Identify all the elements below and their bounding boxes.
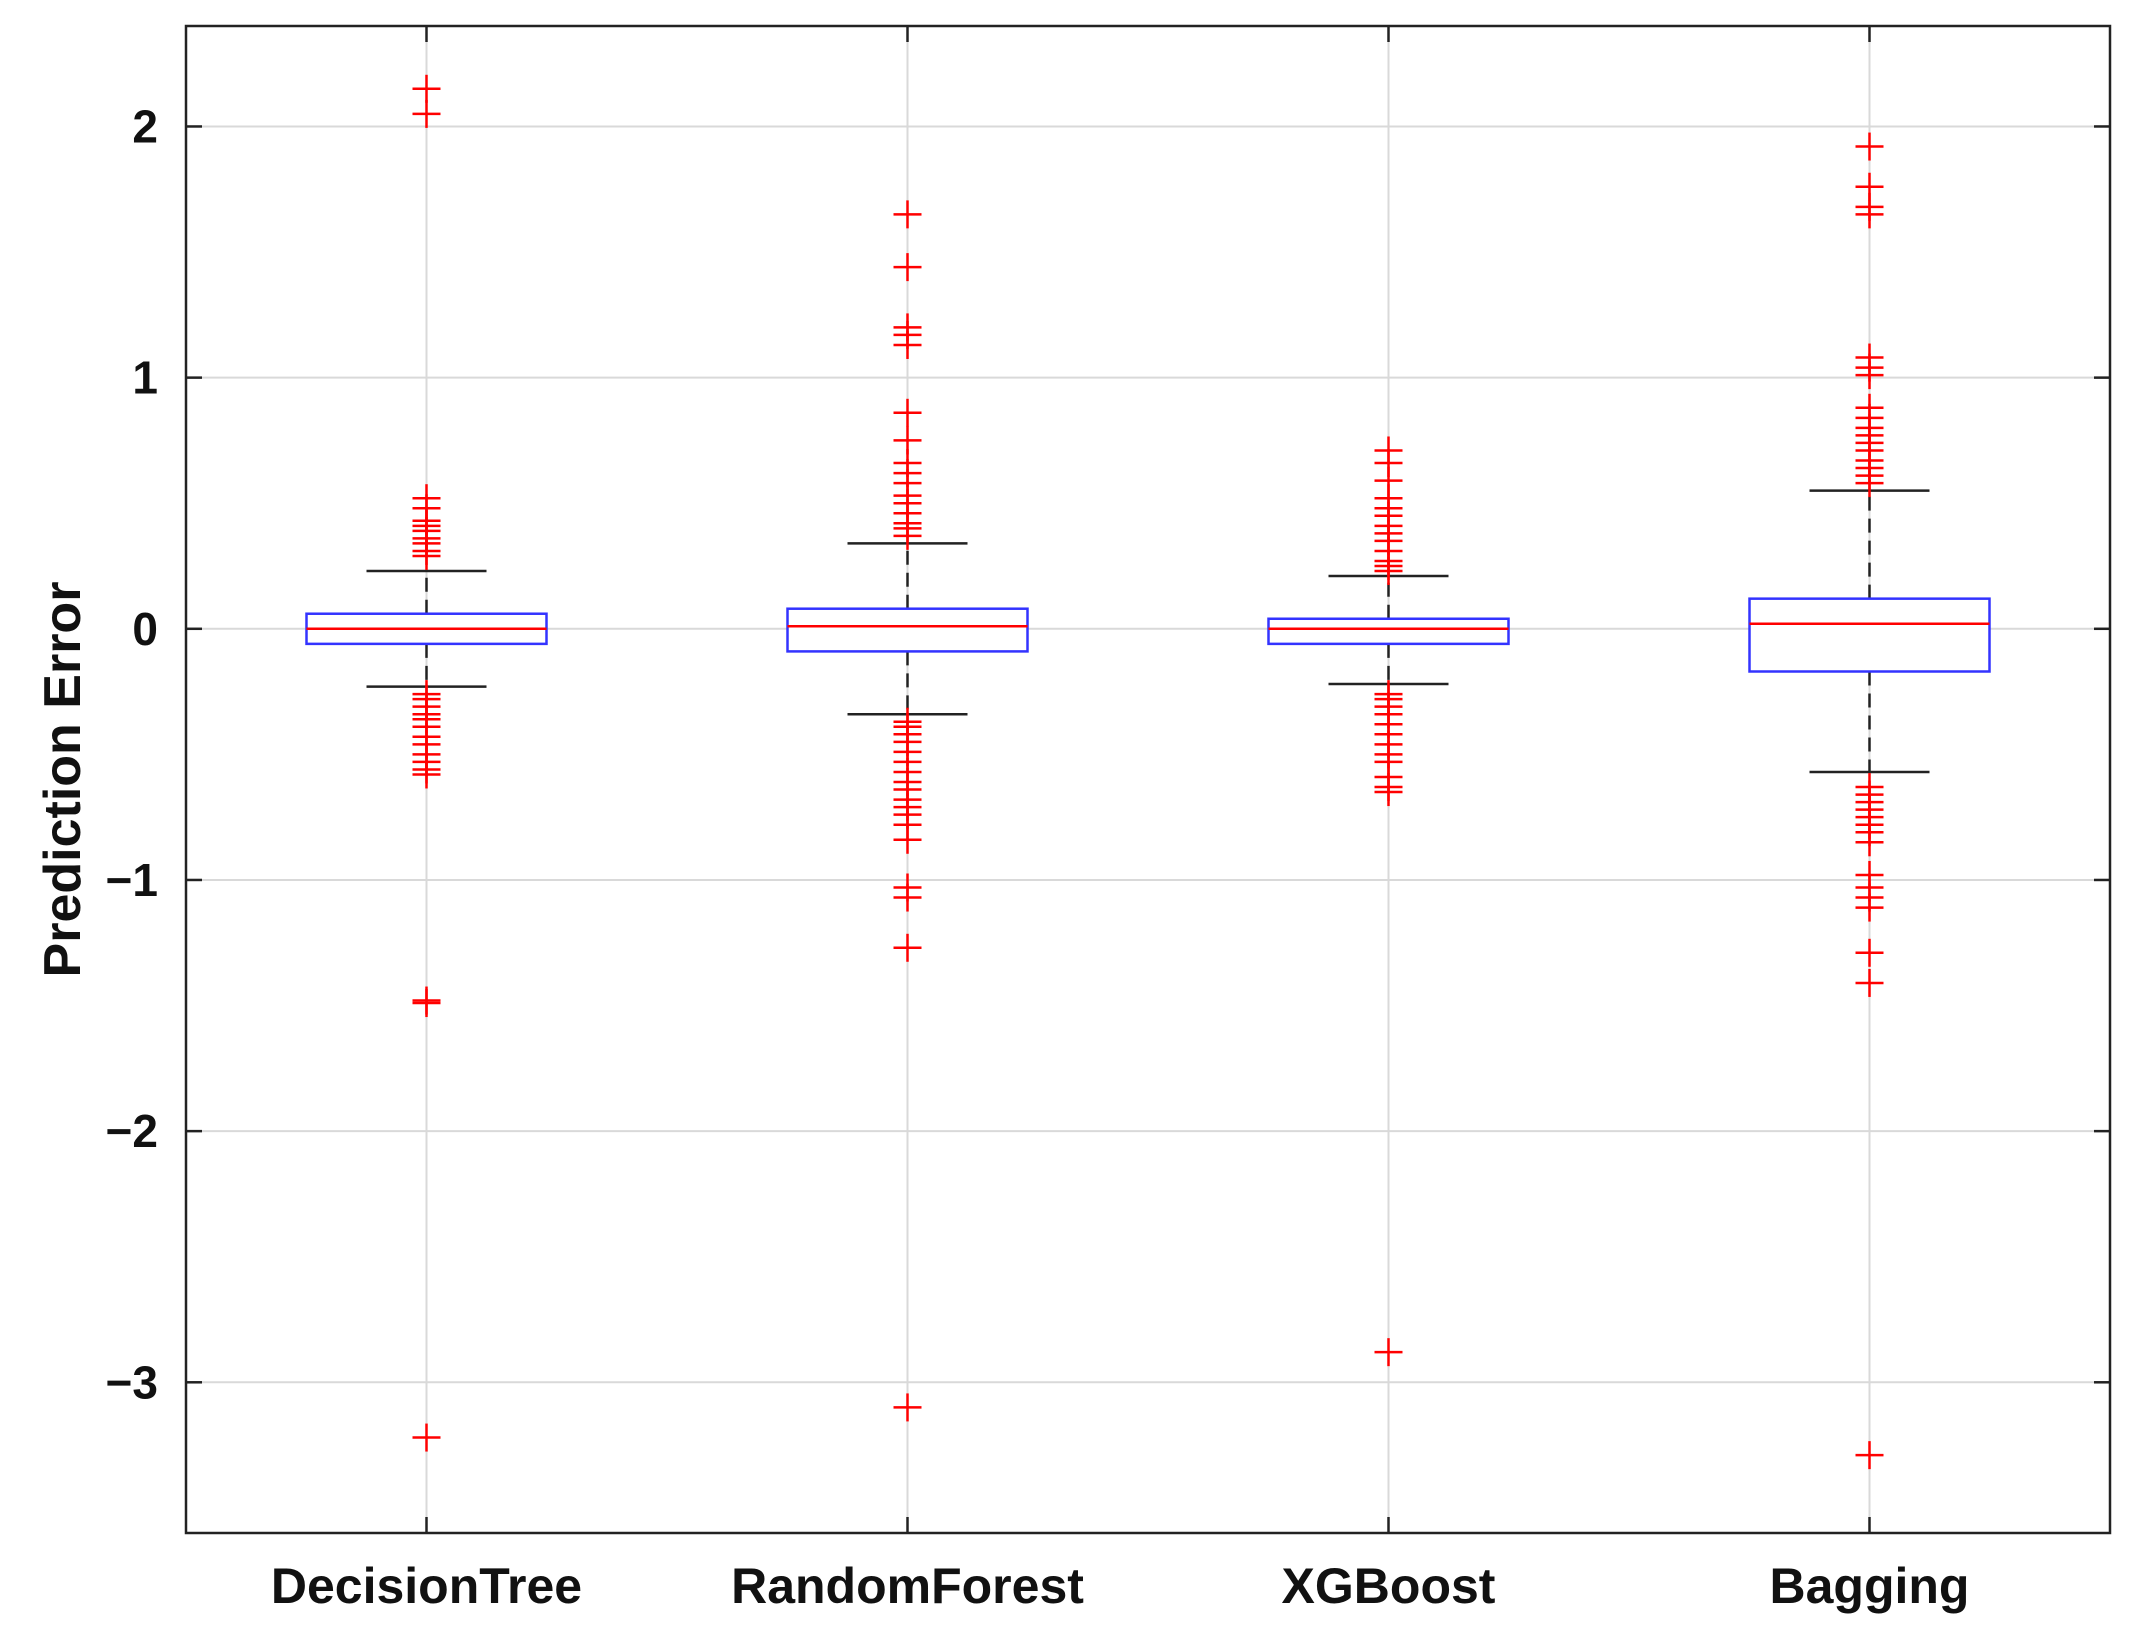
outlier-marker — [893, 883, 922, 912]
outlier-marker — [1855, 469, 1884, 498]
outlier-markers — [412, 74, 1884, 1470]
y-tick-label: 1 — [132, 352, 158, 404]
grid-lines — [186, 26, 2110, 1533]
outlier-marker — [1855, 938, 1884, 967]
outlier-marker — [412, 99, 441, 128]
y-tick-label: 0 — [132, 603, 158, 655]
outlier-marker — [1855, 828, 1884, 857]
box-bagging — [1748, 489, 1991, 774]
outlier-marker — [1855, 893, 1884, 922]
outlier-marker — [893, 933, 922, 962]
outlier-marker — [412, 74, 441, 103]
category-label: RandomForest — [731, 1558, 1084, 1614]
box-xgboost — [1267, 574, 1510, 686]
outlier-marker — [1855, 1441, 1884, 1470]
outlier-marker — [893, 521, 922, 550]
box-decisiontree — [305, 569, 548, 688]
outlier-marker — [893, 398, 922, 427]
box-series — [305, 489, 1991, 774]
iqr-box — [1748, 597, 1991, 673]
outlier-marker — [893, 825, 922, 854]
plot-frame — [184, 24, 2112, 1535]
category-label: Bagging — [1770, 1558, 1970, 1614]
y-tick-label: 2 — [132, 100, 158, 152]
y-tick-label: −2 — [106, 1105, 158, 1157]
outlier-marker — [1855, 200, 1884, 229]
outlier-marker — [893, 253, 922, 282]
outlier-marker — [1855, 132, 1884, 161]
iqr-box — [1267, 617, 1510, 646]
y-tick-label: −1 — [106, 854, 158, 906]
outlier-marker — [1374, 557, 1403, 586]
outlier-marker — [1855, 361, 1884, 390]
outlier-marker — [1855, 968, 1884, 997]
category-label: DecisionTree — [271, 1558, 582, 1614]
outlier-marker — [412, 760, 441, 789]
category-label: XGBoost — [1282, 1558, 1496, 1614]
outlier-marker — [893, 330, 922, 359]
outlier-marker — [412, 1423, 441, 1452]
outlier-marker — [893, 1393, 922, 1422]
axis-ticks: 2 1 0 −1 −2 −3 DecisionTree RandomForest XGBoost… — [106, 26, 2110, 1614]
outlier-marker — [1374, 778, 1403, 807]
iqr-box — [786, 607, 1029, 653]
box-randomforest — [786, 542, 1029, 716]
y-tick-label: −3 — [106, 1356, 158, 1408]
outlier-marker — [412, 989, 441, 1018]
outlier-marker — [893, 200, 922, 229]
y-axis-title: Prediction Error — [34, 582, 92, 978]
outlier-marker — [412, 541, 441, 570]
outlier-marker — [1374, 1338, 1403, 1367]
